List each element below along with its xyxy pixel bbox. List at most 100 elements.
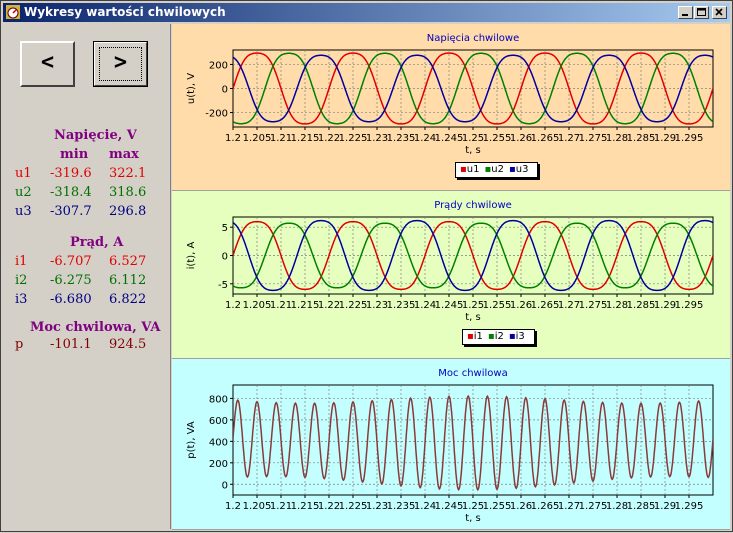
legend-entry-i1: ▪i1	[467, 331, 483, 342]
chart-0-xtick-label: 1.245	[435, 133, 464, 144]
prev-button[interactable]: <	[20, 41, 75, 87]
voltage-u2-min: -318.4	[50, 185, 92, 200]
chart-1-series-i3	[233, 219, 713, 292]
minimize-button[interactable]	[678, 6, 693, 19]
chart-0-series-u1	[233, 52, 713, 125]
col-min-header: min	[60, 147, 89, 162]
chart-2-xtick-label: 1.235	[387, 501, 416, 512]
close-button[interactable]	[712, 6, 727, 19]
chart-1-ytick-label: 5	[222, 223, 228, 234]
chart-0-xtick-label: 1.285	[627, 133, 656, 144]
chart-1-xtick-label: 1.205	[243, 300, 272, 311]
voltage-u2-name: u2	[15, 185, 32, 200]
chart-2-xtick-label: 1.275	[579, 501, 608, 512]
current-i3-max: 6.822	[109, 292, 147, 307]
chart-2-xtick-label: 1.26	[510, 501, 532, 512]
col-max-header: max	[109, 147, 139, 162]
chart-0-xtick-label: 1.29	[654, 133, 676, 144]
chart-2-xtick-label: 1.295	[675, 501, 704, 512]
chart-0-legend: ▪u1 ▪u2 ▪u3	[455, 162, 539, 178]
maximize-button[interactable]	[694, 6, 709, 19]
chart-0-xtick-label: 1.23	[366, 133, 388, 144]
chart-1-ytick-label: 0	[222, 252, 228, 263]
chart-1-series-i2	[233, 222, 713, 289]
chart-0-xtick-label: 1.26	[510, 133, 532, 144]
chart-1-xtick-label: 1.265	[531, 300, 560, 311]
chart-1-xtick-label: 1.23	[366, 300, 388, 311]
next-button[interactable]: >	[93, 41, 148, 87]
chart-1-xtick-label: 1.22	[318, 300, 340, 311]
voltage-u3-name: u3	[15, 204, 32, 219]
chart-1-svg: Prądy chwilowe 1.2 1.2051.211.2151.221.225…	[186, 200, 714, 323]
chart-1-xtick-label: 1.275	[579, 300, 608, 311]
chart-2-series-p	[233, 394, 713, 492]
power-chart-panel: Moc chwilowa 1.2 1.205 1.21 1.215 1.22 1.225 1.…	[172, 359, 730, 530]
current-i2-max: 6.112	[109, 273, 147, 288]
chart-2-xtick-label: 1.215	[291, 501, 320, 512]
power-p-max: 924.5	[109, 337, 147, 352]
current-i3-min: -6.680	[50, 292, 92, 307]
power-title: Moc chwilowa, VA	[30, 320, 161, 335]
chart-2-xtick-label: 1.255	[483, 501, 512, 512]
title-bar[interactable]: Wykresy wartości chwilowych	[3, 3, 730, 22]
current-i3-name: i3	[15, 292, 28, 307]
chart-0-ytick-label: 0	[222, 85, 228, 96]
chart-2-xtick-label: 1.205	[243, 501, 272, 512]
chart-0-xtick-label: 1.205	[243, 133, 272, 144]
chart-2-xtick-label: 1.21	[270, 501, 292, 512]
voltage-u1-name: u1	[15, 166, 32, 181]
voltage-u3-max: 296.8	[109, 204, 147, 219]
legend-entry-i3: ▪i3	[508, 331, 525, 342]
chart-1-xtick-label: 1.29	[654, 300, 676, 311]
chart-1-series-i1	[233, 220, 713, 291]
chart-2-ytick-label: 400	[209, 437, 228, 448]
chart-2-xtick-label: 1.28	[606, 501, 628, 512]
current-i1-max: 6.527	[109, 254, 147, 269]
chart-0-xtick-label: 1.2	[225, 133, 241, 144]
chart-0-xtick-label: 1.27	[558, 133, 580, 144]
chart-0-xtick-label: 1.255	[483, 133, 512, 144]
current-i2-min: -6.275	[50, 273, 92, 288]
chart-0-title: Napięcia chwilowe	[427, 33, 520, 44]
chart-2-xtick-label: 1.24	[414, 501, 436, 512]
chart-1-ylabel: i(t), A	[186, 241, 197, 269]
current-i1-name: i1	[15, 254, 28, 269]
chart-0-xtick-label: 1.28	[606, 133, 628, 144]
chart-1-xtick-label: 1.255	[483, 300, 512, 311]
chart-2-xtick-label: 1.25	[462, 501, 484, 512]
chart-1-xtick-label: 1.28	[606, 300, 628, 311]
chart-0-xtick-label: 1.295	[675, 133, 704, 144]
legend-entry-u2: ▪u2	[484, 164, 504, 175]
close-icon	[715, 8, 723, 16]
voltage-u1-min: -319.6	[50, 166, 92, 181]
chart-1-ytick-label: -5	[218, 280, 228, 291]
next-button-label: >	[113, 50, 128, 75]
chart-1-legend: ▪i1 ▪i2 ▪i3	[462, 329, 535, 345]
window-title: Wykresy wartości chwilowych	[24, 5, 226, 19]
chart-0-xtick-label: 1.22	[318, 133, 340, 144]
chart-0-series-u3	[233, 54, 713, 123]
app-gauge-icon	[6, 5, 20, 19]
chart-0-series-u2	[233, 52, 713, 125]
chart-2-xlabel: t, s	[465, 513, 481, 524]
chart-2-xtick-label: 1.265	[531, 501, 560, 512]
chart-2-ytick-label: 0	[222, 480, 228, 491]
chart-1-title: Prądy chwilowe	[434, 200, 512, 211]
minimize-icon	[682, 14, 688, 16]
chart-2-ytick-label: 200	[209, 459, 228, 470]
chart-2-xtick-label: 1.225	[339, 501, 368, 512]
chart-2-ytick-label: 800	[209, 394, 228, 405]
legend-entry-i2: ▪i2	[487, 331, 504, 342]
maximize-icon	[697, 8, 706, 16]
chart-2-ytick-label: 600	[209, 416, 228, 427]
legend-entry-u1: ▪u1	[460, 164, 480, 175]
voltage-u3-min: -307.7	[50, 204, 92, 219]
chart-0-xtick-label: 1.215	[291, 133, 320, 144]
chart-2-xtick-label: 1.245	[435, 501, 464, 512]
current-title: Prąd, A	[70, 235, 124, 250]
chart-0-ylabel: u(t), V	[186, 73, 197, 104]
voltage-chart-panel: Napięcia chwilowe 1.2 1.205 1.21 1.215 1.22 1.…	[172, 24, 730, 191]
chart-0-xtick-label: 1.21	[270, 133, 292, 144]
